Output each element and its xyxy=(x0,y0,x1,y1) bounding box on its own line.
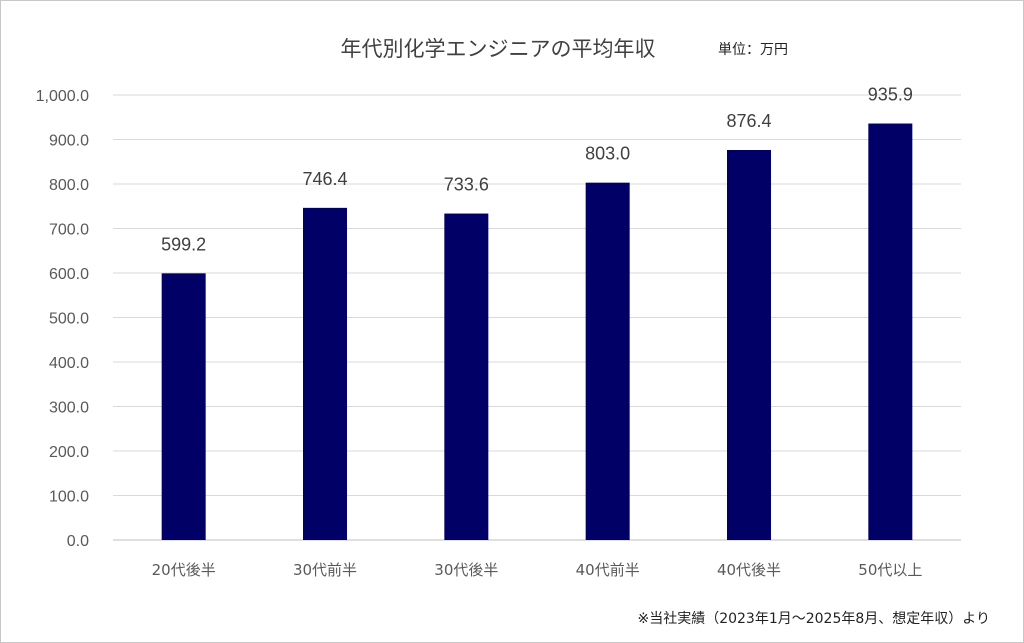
data-label: 935.9 xyxy=(868,85,913,105)
y-tick-label: 900.0 xyxy=(49,133,89,150)
category-label: 40代前半 xyxy=(576,561,640,579)
category-label: 30代後半 xyxy=(434,561,498,579)
footnote: ※当社実績（2023年1月～2025年8月、想定年収）より xyxy=(637,611,990,627)
data-label: 599.2 xyxy=(161,234,206,254)
category-label: 20代後半 xyxy=(152,561,216,579)
data-label: 876.4 xyxy=(726,111,771,131)
bar xyxy=(868,123,913,540)
category-label: 50代以上 xyxy=(858,561,922,579)
chart-title: 年代別化学エンジニアの平均年収 xyxy=(341,37,656,61)
data-label: 746.4 xyxy=(302,169,347,189)
y-tick-label: 600.0 xyxy=(49,266,89,283)
bar xyxy=(585,182,630,541)
y-tick-label: 100.0 xyxy=(49,489,89,506)
gridlines xyxy=(113,94,961,541)
bar xyxy=(444,213,489,540)
y-tick-label: 800.0 xyxy=(49,177,89,194)
y-tick-label: 500.0 xyxy=(49,311,89,328)
data-label: 803.0 xyxy=(585,144,630,164)
category-label: 40代後半 xyxy=(717,561,781,579)
y-tick-label: 700.0 xyxy=(49,222,89,239)
x-axis-categories: 20代後半 30代前半 30代後半 40代前半 40代後半 50代以上 xyxy=(152,561,923,579)
y-axis-ticks: 0.0 100.0 200.0 300.0 400.0 500.0 600.0 700.0 80… xyxy=(36,88,89,550)
y-tick-label: 1,000.0 xyxy=(36,88,89,105)
data-label: 733.6 xyxy=(444,175,489,195)
y-tick-label: 200.0 xyxy=(49,444,89,461)
bar xyxy=(303,207,347,541)
y-tick-label: 400.0 xyxy=(49,355,89,372)
y-tick-label: 300.0 xyxy=(49,400,89,417)
y-tick-label: 0.0 xyxy=(67,533,89,550)
data-labels: 599.2 746.4 733.6 803.0 876.4 935.9 xyxy=(161,85,913,255)
bar xyxy=(161,273,206,540)
bar xyxy=(727,150,771,540)
bars xyxy=(161,123,913,541)
unit-label: 単位：万円 xyxy=(718,42,788,58)
category-label: 30代前半 xyxy=(293,561,357,579)
